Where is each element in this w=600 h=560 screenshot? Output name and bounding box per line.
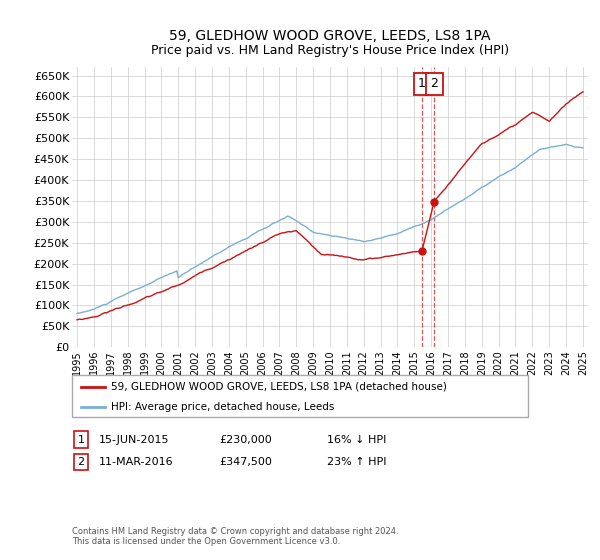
Text: 23% ↑ HPI: 23% ↑ HPI xyxy=(327,457,386,467)
Text: 59, GLEDHOW WOOD GROVE, LEEDS, LS8 1PA (detached house): 59, GLEDHOW WOOD GROVE, LEEDS, LS8 1PA (… xyxy=(111,382,447,392)
Text: Price paid vs. HM Land Registry's House Price Index (HPI): Price paid vs. HM Land Registry's House … xyxy=(151,44,509,57)
Text: HPI: Average price, detached house, Leeds: HPI: Average price, detached house, Leed… xyxy=(111,402,334,412)
Text: £347,500: £347,500 xyxy=(219,457,272,467)
Text: 15-JUN-2015: 15-JUN-2015 xyxy=(99,435,170,445)
Text: 1: 1 xyxy=(77,435,85,445)
Text: £230,000: £230,000 xyxy=(219,435,272,445)
Text: 59, GLEDHOW WOOD GROVE, LEEDS, LS8 1PA: 59, GLEDHOW WOOD GROVE, LEEDS, LS8 1PA xyxy=(169,29,491,44)
Text: 2: 2 xyxy=(77,457,85,467)
Text: 11-MAR-2016: 11-MAR-2016 xyxy=(99,457,173,467)
Text: Contains HM Land Registry data © Crown copyright and database right 2024.
This d: Contains HM Land Registry data © Crown c… xyxy=(72,526,398,546)
Text: 1: 1 xyxy=(418,77,426,90)
Text: 2: 2 xyxy=(430,77,439,90)
Text: 16% ↓ HPI: 16% ↓ HPI xyxy=(327,435,386,445)
